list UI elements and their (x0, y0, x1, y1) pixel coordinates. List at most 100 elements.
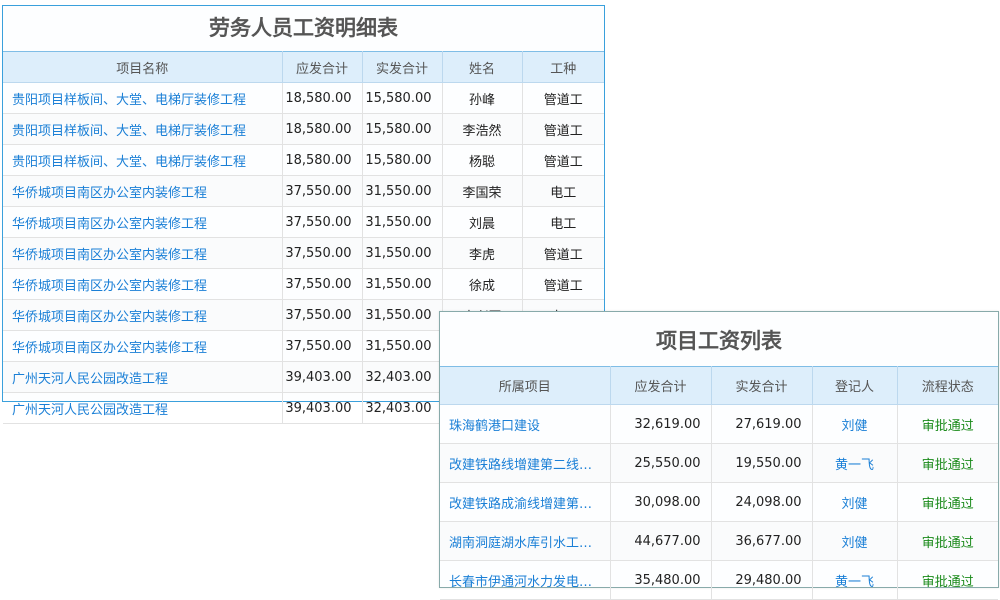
project-name-cell[interactable]: 贵阳项目样板间、大堂、电梯厅装修工程 (3, 113, 283, 145)
column-header[interactable]: 实发合计 (710, 366, 813, 405)
project-name-cell[interactable]: 华侨城项目南区办公室内装修工程 (3, 299, 283, 331)
table-row: 华侨城项目南区办公室内装修工程 37,550.00 31,550.00 徐成 管道工 (3, 268, 604, 300)
payable-total-cell: 39,403.00 (281, 392, 363, 424)
paid-total-cell: 32,403.00 (361, 392, 443, 424)
worker-name-cell: 刘晨 (441, 206, 523, 238)
project-name-cell[interactable]: 华侨城项目南区办公室内装修工程 (3, 330, 283, 362)
status-cell: 审批通过 (896, 482, 998, 522)
trade-cell: 管道工 (521, 237, 604, 269)
project-wage-list-panel: 项目工资列表 所属项目 应发合计 实发合计 登记人 流程状态 珠海鹤港口建设 32,619… (439, 311, 999, 600)
payable-total-cell: 37,550.00 (281, 237, 363, 269)
column-header[interactable]: 姓名 (441, 51, 523, 83)
status-cell: 审批通过 (896, 443, 998, 483)
paid-total-cell: 32,403.00 (361, 361, 443, 393)
project-name-cell[interactable]: 贵阳项目样板间、大堂、电梯厅装修工程 (3, 144, 283, 176)
paid-total-cell: 31,550.00 (361, 330, 443, 362)
paid-total-cell: 31,550.00 (361, 175, 443, 207)
column-header[interactable]: 实发合计 (361, 51, 443, 83)
payable-total-cell: 37,550.00 (281, 330, 363, 362)
trade-cell: 管道工 (521, 268, 604, 300)
column-header[interactable]: 应发合计 (609, 366, 712, 405)
registrant-cell[interactable]: 刘健 (811, 404, 898, 444)
project-name-cell[interactable]: 广州天河人民公园改造工程 (3, 361, 283, 393)
table-row: 长春市伊通河水力发电… 35,480.00 29,480.00 黄一飞 审批通过 (440, 560, 998, 600)
project-name-cell[interactable]: 改建铁路成渝线增建第… (440, 482, 611, 522)
worker-name-cell: 孙峰 (441, 82, 523, 114)
worker-name-cell: 李浩然 (441, 113, 523, 145)
paid-total-cell: 15,580.00 (361, 113, 443, 145)
project-name-cell[interactable]: 珠海鹤港口建设 (440, 404, 611, 444)
table-row: 贵阳项目样板间、大堂、电梯厅装修工程 18,580.00 15,580.00 孙峰 管道… (3, 82, 604, 114)
table-row: 改建铁路成渝线增建第… 30,098.00 24,098.00 刘健 审批通过 (440, 482, 998, 522)
table-row: 珠海鹤港口建设 32,619.00 27,619.00 刘健 审批通过 (440, 404, 998, 444)
column-header[interactable]: 所属项目 (440, 366, 611, 405)
paid-total-cell: 19,550.00 (710, 443, 813, 483)
project-name-cell[interactable]: 湖南洞庭湖水库引水工… (440, 521, 611, 561)
labor-wage-table: 项目名称 应发合计 实发合计 姓名 工种 贵阳项目样板间、大堂、电梯厅装修工程 18,58… (3, 51, 604, 424)
project-name-cell[interactable]: 贵阳项目样板间、大堂、电梯厅装修工程 (3, 82, 283, 114)
column-header[interactable]: 流程状态 (896, 366, 998, 405)
paid-total-cell: 31,550.00 (361, 237, 443, 269)
payable-total-cell: 44,677.00 (609, 521, 712, 561)
status-cell: 审批通过 (896, 404, 998, 444)
paid-total-cell: 31,550.00 (361, 299, 443, 331)
labor-wage-detail-panel: 劳务人员工资明细表 项目名称 应发合计 实发合计 姓名 工种 贵阳项目样板间、大堂、电梯… (2, 5, 605, 424)
project-wage-table: 所属项目 应发合计 实发合计 登记人 流程状态 珠海鹤港口建设 32,619.00 27,6… (440, 366, 998, 600)
paid-total-cell: 31,550.00 (361, 206, 443, 238)
payable-total-cell: 30,098.00 (609, 482, 712, 522)
worker-name-cell: 杨聪 (441, 144, 523, 176)
paid-total-cell: 36,677.00 (710, 521, 813, 561)
status-cell: 审批通过 (896, 521, 998, 561)
registrant-cell[interactable]: 刘健 (811, 521, 898, 561)
column-header[interactable]: 工种 (521, 51, 604, 83)
status-cell: 审批通过 (896, 560, 998, 600)
trade-cell: 管道工 (521, 113, 604, 145)
table-row: 华侨城项目南区办公室内装修工程 37,550.00 31,550.00 李虎 管道工 (3, 237, 604, 269)
payable-total-cell: 37,550.00 (281, 175, 363, 207)
worker-name-cell: 徐成 (441, 268, 523, 300)
paid-total-cell: 15,580.00 (361, 144, 443, 176)
registrant-cell[interactable]: 黄一飞 (811, 443, 898, 483)
project-name-cell[interactable]: 改建铁路线增建第二线… (440, 443, 611, 483)
paid-total-cell: 29,480.00 (710, 560, 813, 600)
paid-total-cell: 31,550.00 (361, 268, 443, 300)
payable-total-cell: 37,550.00 (281, 299, 363, 331)
payable-total-cell: 35,480.00 (609, 560, 712, 600)
project-name-cell[interactable]: 长春市伊通河水力发电… (440, 560, 611, 600)
project-name-cell[interactable]: 华侨城项目南区办公室内装修工程 (3, 206, 283, 238)
column-header[interactable]: 项目名称 (3, 51, 283, 83)
table-row: 改建铁路线增建第二线… 25,550.00 19,550.00 黄一飞 审批通过 (440, 443, 998, 483)
payable-total-cell: 37,550.00 (281, 206, 363, 238)
project-name-cell[interactable]: 华侨城项目南区办公室内装修工程 (3, 268, 283, 300)
trade-cell: 管道工 (521, 144, 604, 176)
project-name-cell[interactable]: 华侨城项目南区办公室内装修工程 (3, 175, 283, 207)
worker-name-cell: 李虎 (441, 237, 523, 269)
registrant-cell[interactable]: 刘健 (811, 482, 898, 522)
trade-cell: 管道工 (521, 82, 604, 114)
project-name-cell[interactable]: 广州天河人民公园改造工程 (3, 392, 283, 424)
payable-total-cell: 39,403.00 (281, 361, 363, 393)
panel-title: 劳务人员工资明细表 (209, 16, 398, 40)
paid-total-cell: 24,098.00 (710, 482, 813, 522)
column-header[interactable]: 登记人 (811, 366, 898, 405)
table-row: 华侨城项目南区办公室内装修工程 37,550.00 31,550.00 李国荣 电工 (3, 175, 604, 207)
payable-total-cell: 18,580.00 (281, 82, 363, 114)
project-name-cell[interactable]: 华侨城项目南区办公室内装修工程 (3, 237, 283, 269)
column-header[interactable]: 应发合计 (281, 51, 363, 83)
panel-title: 项目工资列表 (656, 329, 782, 353)
paid-total-cell: 15,580.00 (361, 82, 443, 114)
registrant-cell[interactable]: 黄一飞 (811, 560, 898, 600)
payable-total-cell: 37,550.00 (281, 268, 363, 300)
table-row: 贵阳项目样板间、大堂、电梯厅装修工程 18,580.00 15,580.00 杨聪 管道… (3, 144, 604, 176)
payable-total-cell: 32,619.00 (609, 404, 712, 444)
trade-cell: 电工 (521, 206, 604, 238)
table-row: 湖南洞庭湖水库引水工… 44,677.00 36,677.00 刘健 审批通过 (440, 521, 998, 561)
table-row: 华侨城项目南区办公室内装修工程 37,550.00 31,550.00 刘晨 电工 (3, 206, 604, 238)
worker-name-cell: 李国荣 (441, 175, 523, 207)
paid-total-cell: 27,619.00 (710, 404, 813, 444)
trade-cell: 电工 (521, 175, 604, 207)
payable-total-cell: 18,580.00 (281, 113, 363, 145)
payable-total-cell: 18,580.00 (281, 144, 363, 176)
payable-total-cell: 25,550.00 (609, 443, 712, 483)
